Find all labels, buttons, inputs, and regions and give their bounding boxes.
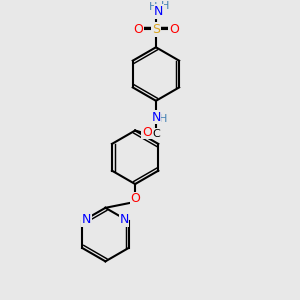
Text: S: S <box>152 23 160 36</box>
Text: N: N <box>151 111 160 124</box>
Text: N: N <box>154 5 164 18</box>
Text: O: O <box>169 23 179 36</box>
Text: N: N <box>82 213 92 226</box>
Text: O: O <box>133 23 143 36</box>
Text: H: H <box>161 1 169 11</box>
Text: H: H <box>149 2 157 12</box>
Text: O: O <box>142 125 152 139</box>
Text: O: O <box>130 192 140 206</box>
Text: N: N <box>119 213 129 226</box>
Text: C: C <box>152 128 160 139</box>
Text: H: H <box>159 114 168 124</box>
